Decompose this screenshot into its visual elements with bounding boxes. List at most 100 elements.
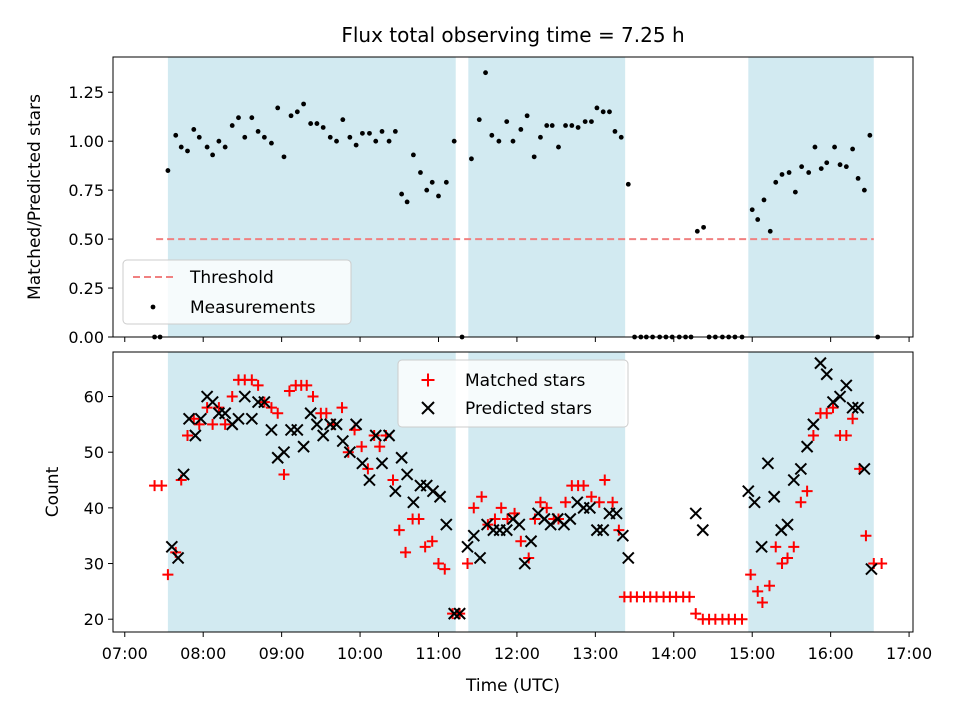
predicted-stars-point <box>820 368 833 381</box>
measurements-point <box>749 207 755 213</box>
predicted-stars-point <box>610 507 623 520</box>
predicted-stars-point <box>395 451 408 464</box>
x-tick-label: 09:00 <box>259 644 305 663</box>
predicted-stars-point <box>696 523 710 537</box>
measurements-point <box>867 132 873 138</box>
measurements-point <box>575 125 581 130</box>
x-axis-label: Time (UTC) <box>465 676 560 696</box>
predicted-stars-point <box>755 540 768 554</box>
predicted-stars-point <box>513 518 526 531</box>
predicted-stars-point <box>814 356 827 370</box>
panel-count: 20 30 40 50 60 07:00 08:00 09:00 10:00 11:00 12:0… <box>43 351 932 696</box>
p0-shaded-intervals <box>167 57 874 337</box>
predicted-stars-point <box>524 535 538 548</box>
matched-stars-point <box>736 613 748 625</box>
matched-stars-point <box>342 446 354 458</box>
matched-stars-point <box>821 407 833 419</box>
measurements-point <box>275 105 281 111</box>
measurements-point <box>334 138 339 144</box>
p1-y-tick-label: 20 <box>84 610 104 629</box>
x-tick-label: 16:00 <box>808 644 854 663</box>
measurements-point <box>625 181 631 187</box>
measurements-point <box>701 224 706 230</box>
measurements-point <box>261 134 267 140</box>
measurements-point <box>360 130 365 136</box>
predicted-stars-point <box>171 551 185 565</box>
predicted-stars-point <box>400 468 414 481</box>
measurements-point <box>191 127 197 132</box>
legend-measurements-label: Measurements <box>190 298 316 318</box>
measurements-point <box>185 148 190 154</box>
matched-stars-point <box>795 496 807 508</box>
predicted-stars-point <box>742 484 755 498</box>
predicted-stars-point <box>807 418 820 431</box>
predicted-stars-point <box>189 429 202 442</box>
matched-stars-point <box>226 391 238 403</box>
matched-stars-point <box>690 608 702 620</box>
predicted-stars-point <box>291 423 304 437</box>
matched-stars-point <box>182 429 194 441</box>
predicted-stars-point <box>177 468 190 481</box>
legend-measurements-swatch <box>150 304 156 310</box>
predicted-stars-point <box>349 418 363 431</box>
measurements-point <box>367 130 372 136</box>
matched-stars-point <box>307 391 319 403</box>
measurements-point <box>196 134 202 140</box>
measurements-point <box>773 179 779 185</box>
p1-y-tick-label: 40 <box>84 499 104 518</box>
predicted-stars-point <box>846 401 859 414</box>
matched-stars-point <box>840 429 852 441</box>
measurements-point <box>216 138 222 144</box>
predicted-stars-point <box>426 484 440 498</box>
predicted-stars-point <box>851 401 865 414</box>
predicted-stars-point <box>245 412 259 426</box>
predicted-stars-point <box>297 440 310 453</box>
matched-stars-point <box>426 535 438 547</box>
measurements-point <box>255 129 261 134</box>
predicted-stars-point <box>310 418 324 431</box>
matched-stars-point <box>462 558 474 570</box>
predicted-stars-point <box>238 390 251 403</box>
p0-y-tick-label: 0.00 <box>68 328 104 347</box>
matched-stars-point <box>213 402 225 414</box>
matched-stars-point <box>745 569 757 581</box>
p1-legend: Matched stars Predicted stars <box>397 359 629 428</box>
p0-y-tick-label: 0.50 <box>68 230 104 249</box>
measurements-point <box>694 228 700 234</box>
measurements-point <box>249 115 255 121</box>
measurements-point <box>418 170 423 175</box>
matched-stars-point <box>387 474 399 486</box>
legend-threshold-label: Threshold <box>189 268 274 288</box>
matched-stars-point <box>252 379 264 391</box>
predicted-stars-point <box>363 473 376 487</box>
measurements-point <box>308 121 314 126</box>
measurements-point <box>327 134 333 140</box>
measurements-point <box>404 199 410 205</box>
matched-stars-point <box>683 591 695 603</box>
predicted-stars-point <box>833 390 847 403</box>
measurements-point <box>832 144 837 150</box>
matched-stars-point <box>860 530 872 542</box>
predicted-stars-point <box>564 512 577 526</box>
matched-stars-point <box>156 480 168 492</box>
matched-stars-point <box>578 480 590 492</box>
measurements-point <box>269 140 274 146</box>
matched-stars-point <box>320 407 332 419</box>
predicted-stars-point <box>356 457 369 470</box>
predicted-stars-point <box>336 434 350 448</box>
predicted-stars-point <box>840 379 853 392</box>
matched-stars-point <box>801 485 813 497</box>
matched-stars-point <box>432 558 444 570</box>
matched-stars-point <box>336 402 348 414</box>
x-tick-label: 14:00 <box>651 644 697 663</box>
matched-stars-point <box>201 402 213 414</box>
predicted-stars-point <box>265 423 278 437</box>
measurements-point <box>288 113 294 119</box>
p1-axes-frame <box>112 351 914 633</box>
measurements-point <box>281 154 287 160</box>
predicted-stars-point <box>583 501 597 515</box>
measurements-point <box>301 101 306 107</box>
predicted-stars-point <box>689 507 702 520</box>
measurements-point <box>779 172 785 177</box>
